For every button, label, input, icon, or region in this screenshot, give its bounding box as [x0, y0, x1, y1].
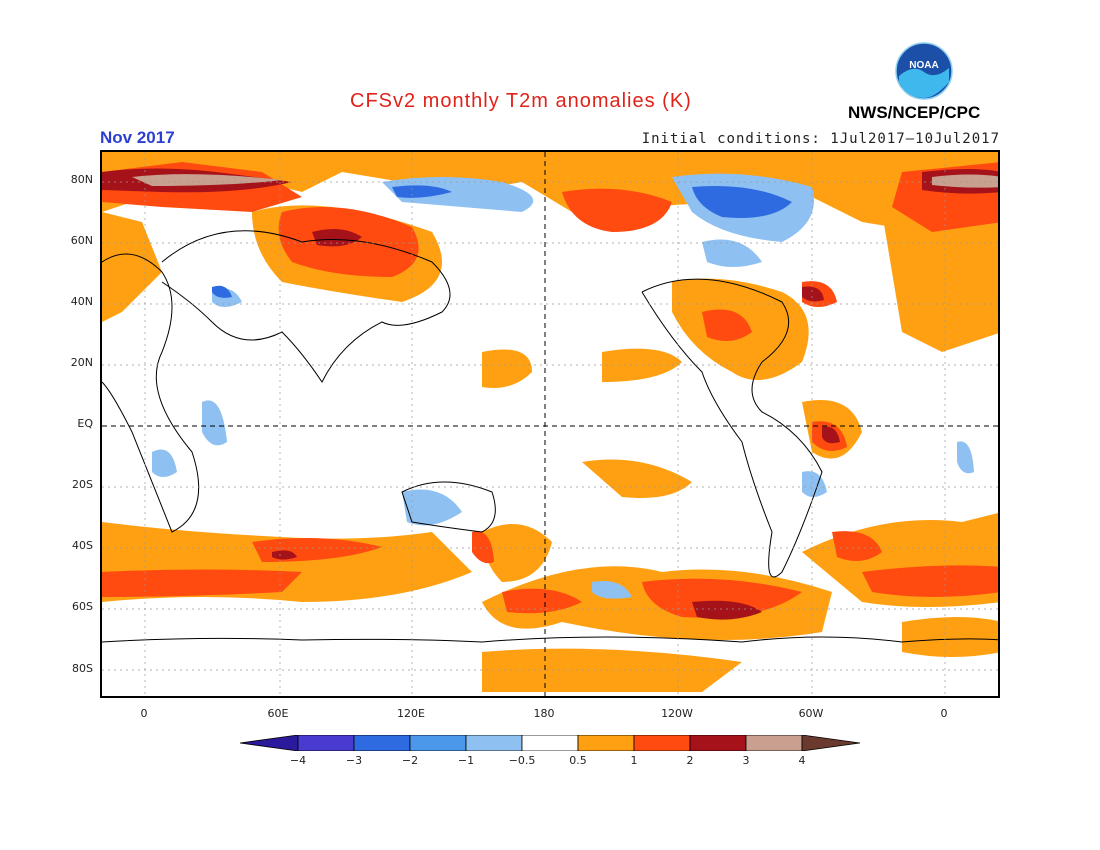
- colorbar-label: 4: [798, 754, 806, 767]
- lat-label: 80S: [72, 662, 93, 675]
- lat-label: 20S: [72, 478, 93, 491]
- colorbar-segment: [465, 735, 523, 751]
- coastlines: [102, 230, 998, 643]
- forecast-month: Nov 2017: [100, 128, 175, 147]
- colorbar-label: −0.5: [508, 754, 536, 767]
- lat-label: 80N: [70, 173, 93, 186]
- anomaly-map: [100, 150, 1000, 698]
- colorbar-segment: [745, 735, 803, 751]
- colorbar-segment: [297, 735, 355, 751]
- colorbar-label: 1: [630, 754, 638, 767]
- lon-label: 180: [533, 707, 555, 720]
- agency-label: NWS/NCEP/CPC: [848, 103, 981, 122]
- colorbar-label: −3: [345, 754, 363, 767]
- lon-label: 120W: [661, 707, 693, 720]
- colorbar-segment: [577, 735, 635, 751]
- lat-label: 40N: [70, 295, 93, 308]
- colorbar-segment: [689, 735, 747, 751]
- lat-label: 40S: [72, 539, 93, 552]
- lon-label: 60E: [267, 707, 289, 720]
- colorbar-label: 0.5: [569, 754, 587, 767]
- noaa-logo-text: NOAA: [909, 60, 938, 71]
- colorbar-label: 3: [742, 754, 750, 767]
- noaa-logo: NOAA: [895, 42, 953, 100]
- colorbar-segment: [521, 735, 579, 751]
- colorbar-segment: [633, 735, 691, 751]
- colorbar-segment: [409, 735, 467, 751]
- equator-and-dateline: [102, 152, 998, 696]
- lon-label: 120E: [397, 707, 425, 720]
- strong-cold-anomaly-layer: [212, 185, 792, 298]
- lat-label: EQ: [77, 417, 93, 430]
- chart-title: CFSv2 monthly T2m anomalies (K): [350, 90, 692, 112]
- grid: [102, 152, 998, 696]
- colorbar-label: 2: [686, 754, 694, 767]
- lat-label: 20N: [70, 356, 93, 369]
- colorbar-segment: [801, 735, 860, 751]
- lat-label: 60S: [72, 600, 93, 613]
- initial-conditions: Initial conditions: 1Jul2017–10Jul2017: [641, 131, 1000, 147]
- lon-label: 0: [940, 707, 948, 720]
- colorbar: [240, 735, 860, 751]
- colorbar-segment: [240, 735, 299, 751]
- lat-label: 60N: [70, 234, 93, 247]
- colorbar-label: −2: [401, 754, 419, 767]
- colorbar-label: −4: [289, 754, 307, 767]
- colorbar-label: −1: [457, 754, 475, 767]
- lon-label: 0: [140, 707, 148, 720]
- colorbar-segment: [353, 735, 411, 751]
- extreme-anomaly-layer: [132, 174, 998, 188]
- lon-label: 60W: [798, 707, 824, 720]
